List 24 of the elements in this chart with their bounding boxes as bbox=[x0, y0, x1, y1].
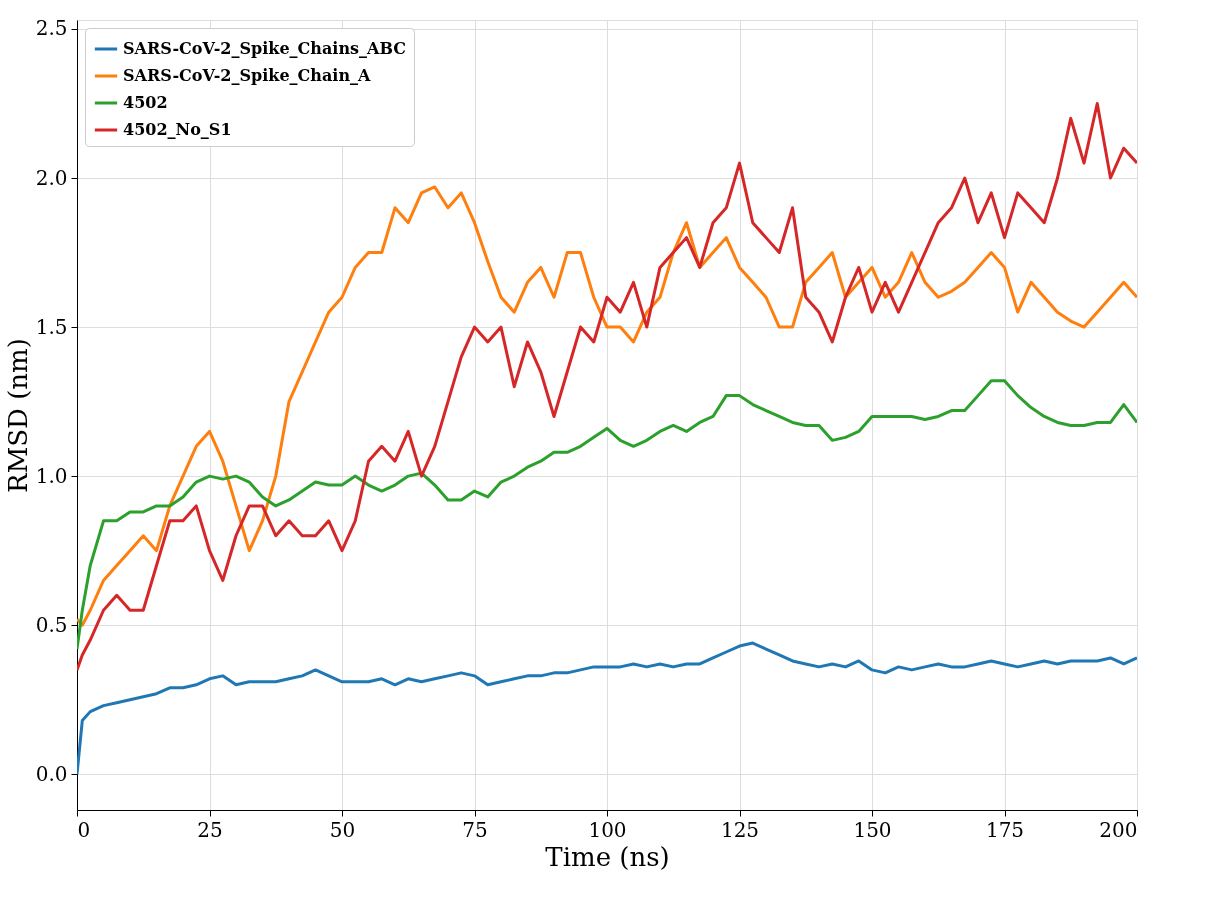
y-tick-label: 0.5 bbox=[35, 612, 68, 637]
y-tick-label: 1.5 bbox=[35, 314, 68, 339]
y-tick-label: 1.0 bbox=[35, 463, 68, 488]
line-series bbox=[77, 185, 1137, 627]
x-axis-title: Time (ns) bbox=[545, 841, 670, 872]
legend-label: 4502_No_S1 bbox=[123, 120, 232, 139]
x-tick-label: 125 bbox=[720, 817, 760, 842]
x-tick-label: 75 bbox=[462, 817, 488, 842]
line-series bbox=[77, 641, 1137, 776]
x-tick-label: 200 bbox=[1099, 817, 1138, 842]
line-series bbox=[77, 379, 1137, 651]
y-tick-label: 2.5 bbox=[35, 16, 68, 41]
x-tick-label: 0 bbox=[77, 817, 91, 842]
legend-label: 4502 bbox=[123, 93, 168, 112]
y-tick-label: 0.0 bbox=[35, 761, 68, 786]
x-tick-label: 150 bbox=[853, 817, 892, 842]
x-tick-label: 175 bbox=[985, 817, 1025, 842]
x-tick-label: 25 bbox=[197, 817, 223, 842]
y-axis-title: RMSD (nm) bbox=[2, 338, 33, 493]
y-tick-label: 2.0 bbox=[35, 165, 68, 190]
legend-label: SARS-CoV-2_Spike_Chain_A bbox=[123, 66, 372, 85]
x-tick-label: 100 bbox=[588, 817, 627, 842]
x-tick-label: 50 bbox=[329, 817, 356, 842]
legend-label: SARS-CoV-2_Spike_Chains_ABC bbox=[123, 39, 406, 58]
